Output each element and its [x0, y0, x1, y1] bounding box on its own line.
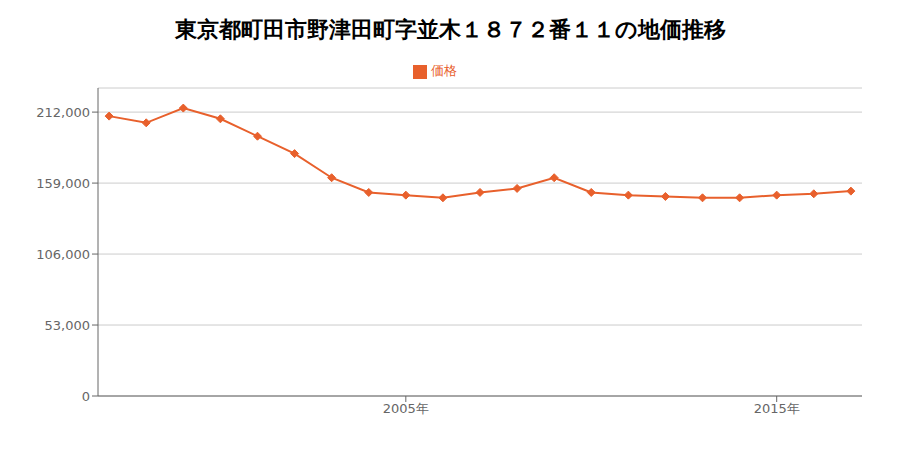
html-text:東京都町田市野津田町字並木１８７２番１１の地価推移: 東京都町田市野津田町字並木１８７２番１１の地価推移: [174, 17, 726, 42]
svg-text:106,000: 106,000: [36, 247, 90, 262]
svg-text:159,000: 159,000: [36, 176, 90, 191]
svg-text:2005年: 2005年: [383, 401, 429, 416]
svg-text:2015年: 2015年: [754, 401, 800, 416]
svg-text:53,000: 53,000: [45, 318, 91, 333]
svg-text:0: 0: [82, 389, 90, 404]
html-text:価格: 価格: [431, 63, 457, 78]
svg-text:212,000: 212,000: [36, 105, 90, 120]
